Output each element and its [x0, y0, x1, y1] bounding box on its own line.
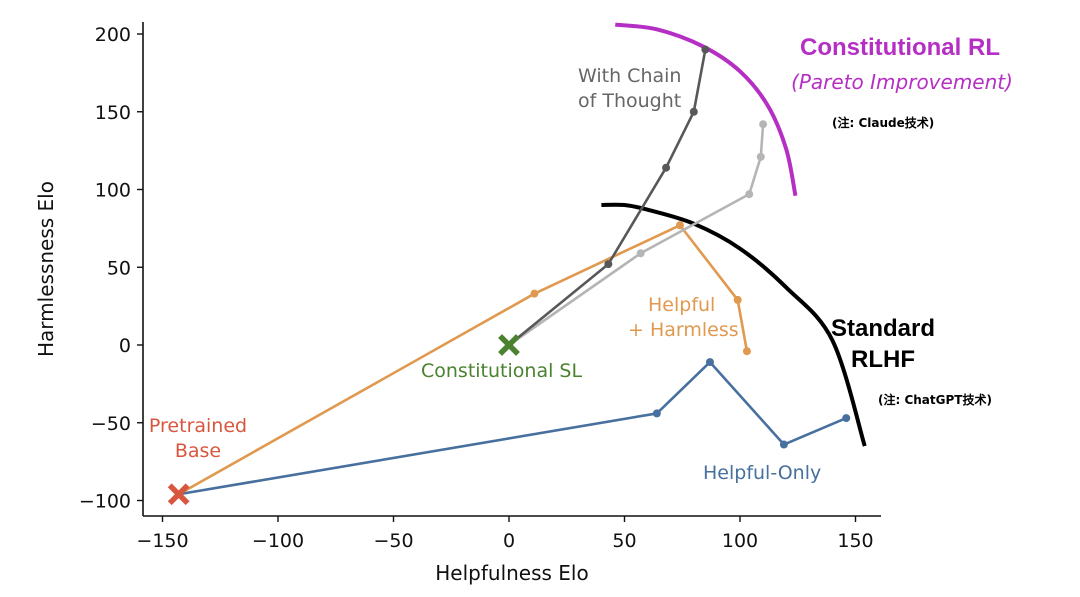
y-axis-title: Harmlessness Elo: [34, 181, 58, 357]
frontier-curve-constitutional-rl: [615, 22, 798, 197]
y-tick-label: 0: [119, 335, 131, 357]
standard-rlhf-label-line1: Standard: [831, 315, 935, 342]
with-cot-label-line2: of Thought: [578, 90, 681, 112]
y-tick-label: 150: [95, 102, 131, 124]
data-point-helpful-only: [842, 414, 851, 423]
axes: −150 −100 −50 0 50 100 150−100−50050100150200H…: [34, 22, 881, 585]
x-tick-label: 50: [612, 530, 636, 552]
x-tick-label: −100: [252, 530, 304, 552]
data-point-chain-of-thought: [689, 107, 698, 116]
data-point-helpful-harmless: [530, 289, 539, 298]
y-tick-label: 50: [107, 257, 131, 279]
data-point-constitutional-rl-gray: [756, 152, 765, 161]
pretrained-base-label-line1: Pretrained: [149, 415, 247, 437]
base-markers: [167, 334, 520, 506]
data-point-helpful-harmless: [675, 221, 684, 230]
data-point-helpful-only: [779, 440, 788, 449]
frontier-curves: [601, 22, 867, 447]
pretrained-base-marker: [167, 483, 190, 506]
constitutional-sl-marker: [498, 334, 520, 356]
data-point-constitutional-rl-gray: [745, 190, 754, 199]
data-point-helpful-only: [652, 409, 661, 418]
pareto-improvement-label: (Pareto Improvement): [791, 70, 1013, 94]
y-tick-label: 100: [95, 180, 131, 202]
data-point-helpful-harmless: [742, 347, 751, 356]
x-tick-label: 0: [503, 530, 515, 552]
helpful-only-label: Helpful-Only: [703, 462, 821, 484]
x-tick-label: 150: [837, 530, 873, 552]
constitutional-sl-label: Constitutional SL: [421, 360, 582, 382]
data-point-chain-of-thought: [701, 45, 710, 54]
series-line-constitutional-rl-gray: [508, 124, 765, 347]
helpful-harmless-label-line2: + Harmless: [628, 319, 739, 341]
marker-stroke: [167, 483, 190, 506]
data-point-constitutional-rl-gray: [759, 120, 768, 129]
pretrained-base-label-line2: Base: [175, 440, 221, 462]
helpful-harmless-label-line1: Helpful: [648, 294, 715, 316]
x-tick-label: −150: [136, 530, 188, 552]
y-tick-label: 200: [95, 24, 131, 46]
constitutional-rl-label: Constitutional RL: [800, 34, 1000, 61]
data-point-constitutional-rl-gray: [636, 249, 645, 258]
standard-rlhf-note: (注: ChatGPT技术): [878, 392, 992, 407]
frontier-curve-standard-rlhf: [601, 202, 867, 447]
data-point-chain-of-thought: [604, 260, 613, 269]
x-axis-title: Helpfulness Elo: [435, 561, 588, 585]
data-point-helpful-harmless: [733, 295, 742, 304]
constitutional-rl-note: (注: Claude技术): [832, 115, 934, 130]
x-tick-label: 100: [722, 530, 758, 552]
y-tick-label: −100: [79, 491, 131, 513]
standard-rlhf-label-line2: RLHF: [851, 346, 915, 373]
series-lines: [178, 45, 851, 496]
with-cot-label-line1: With Chain: [578, 65, 681, 87]
x-tick-label: −50: [373, 530, 413, 552]
marker-stroke: [498, 334, 520, 356]
y-tick-label: −50: [91, 413, 131, 435]
data-point-chain-of-thought: [662, 163, 671, 172]
data-point-helpful-only: [705, 358, 714, 367]
